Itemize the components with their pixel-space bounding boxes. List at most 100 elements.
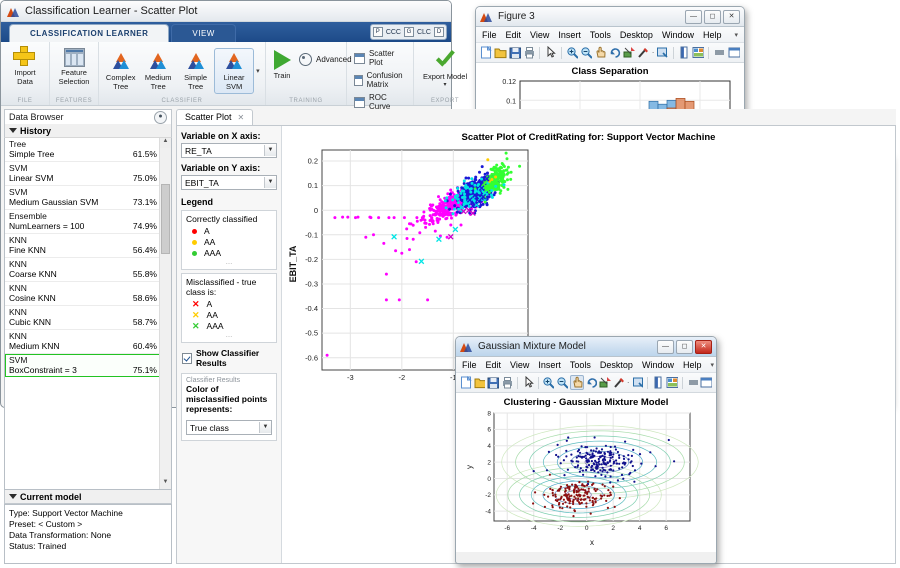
data-cursor-icon[interactable] xyxy=(599,376,612,389)
chevron-down-icon[interactable]: ▼ xyxy=(264,177,276,188)
qat-icon-1[interactable]: P xyxy=(372,27,383,37)
pan-icon[interactable] xyxy=(569,375,584,390)
classifier-medium-tree[interactable]: Medium Tree xyxy=(139,49,176,93)
gmm-menubar[interactable]: File Edit View Insert Tools Desktop Wind… xyxy=(456,357,716,373)
data-cursor-icon[interactable] xyxy=(623,46,635,59)
classifier-gallery-expand-icon[interactable]: ▾ xyxy=(256,68,260,75)
history-header[interactable]: History xyxy=(4,124,172,138)
import-data-button[interactable]: Import Data xyxy=(4,44,46,88)
classifier-linear-svm[interactable]: Linear SVM xyxy=(214,48,254,94)
menu-insert[interactable]: Insert xyxy=(558,29,581,40)
menu-overflow-icon[interactable]: ▾ xyxy=(734,31,738,39)
y-axis-select[interactable]: EBIT_TA ▼ xyxy=(181,175,277,190)
hide-plot-tools-icon[interactable] xyxy=(687,376,699,389)
edit-plot-icon[interactable] xyxy=(544,46,557,59)
legend-more-icon[interactable]: … xyxy=(225,332,233,339)
quick-access-toolbar[interactable]: P CCC G CLC D xyxy=(369,24,447,40)
menu-view[interactable]: View xyxy=(510,359,530,370)
ribbon-tabstrip[interactable]: CLASSIFICATION LEARNER VIEW P CCC G CLC D xyxy=(1,22,451,42)
qat-icon-3[interactable]: D xyxy=(434,27,444,37)
zoom-in-icon[interactable] xyxy=(542,376,555,389)
figure3-window-buttons[interactable]: — ◻ ✕ xyxy=(685,9,740,24)
print-icon[interactable] xyxy=(523,46,535,59)
menu-edit[interactable]: Edit xyxy=(505,29,522,40)
pan-icon[interactable] xyxy=(594,46,606,59)
collapse-circle-icon[interactable]: ● xyxy=(154,110,167,124)
maximize-button[interactable]: ◻ xyxy=(676,339,693,354)
show-plot-tools-icon[interactable] xyxy=(700,376,713,389)
new-figure-icon[interactable] xyxy=(460,376,472,389)
rotate-3d-icon[interactable] xyxy=(586,376,598,389)
show-classifier-results-row[interactable]: Show Classifier Results xyxy=(182,348,281,368)
close-button[interactable]: ✕ xyxy=(695,339,712,354)
color-represents-select[interactable]: True class ▼ xyxy=(186,420,272,435)
menu-help[interactable]: Help xyxy=(702,29,722,40)
close-button[interactable]: ✕ xyxy=(723,9,740,24)
feature-selection-button[interactable]: Feature Selection xyxy=(53,44,95,88)
brush-icon[interactable] xyxy=(613,376,625,389)
gmm-window[interactable]: Gaussian Mixture Model — ◻ ✕ File Edit V… xyxy=(455,336,717,564)
x-axis-select[interactable]: RE_TA ▼ xyxy=(181,143,277,158)
plot-tabbar[interactable]: Scatter Plot ✕ xyxy=(176,109,896,125)
menu-overflow-icon[interactable]: ▾ xyxy=(710,361,714,369)
hide-plot-tools-icon[interactable] xyxy=(713,46,725,59)
open-file-icon[interactable] xyxy=(474,376,486,389)
zoom-out-icon[interactable] xyxy=(580,46,593,59)
export-model-button[interactable]: Export Model ▾ xyxy=(417,48,473,90)
qat-label-2[interactable]: CLC xyxy=(416,28,431,36)
legend-icon[interactable] xyxy=(666,376,678,389)
close-icon[interactable]: ✕ xyxy=(237,113,245,122)
minimize-button[interactable]: — xyxy=(657,339,674,354)
gmm-titlebar[interactable]: Gaussian Mixture Model — ◻ ✕ xyxy=(456,337,716,357)
edit-plot-icon[interactable] xyxy=(522,376,534,389)
current-model-header[interactable]: Current model xyxy=(4,490,172,504)
save-icon[interactable] xyxy=(509,46,522,59)
history-item[interactable]: KNN Cosine KNN 58.6% xyxy=(5,282,171,306)
gmm-toolbar[interactable]: · xyxy=(456,373,716,393)
history-item[interactable]: KNN Medium KNN 60.4% xyxy=(5,330,171,354)
scroll-down-icon[interactable]: ▼ xyxy=(160,479,171,489)
legend-more-icon[interactable]: … xyxy=(225,259,233,266)
train-button[interactable]: Train xyxy=(269,47,295,83)
link-plot-icon[interactable] xyxy=(656,46,668,59)
history-item[interactable]: Tree Simple Tree 61.5% xyxy=(5,138,171,162)
history-item[interactable]: Ensemble NumLearners = 100 74.9% xyxy=(5,210,171,234)
menu-view[interactable]: View xyxy=(530,29,550,40)
zoom-in-icon[interactable] xyxy=(566,46,578,59)
figure3-menubar[interactable]: File Edit View Insert Tools Desktop Wind… xyxy=(476,27,744,43)
tab-classification-learner[interactable]: CLASSIFICATION LEARNER xyxy=(9,24,170,42)
history-item[interactable]: KNN Fine KNN 56.4% xyxy=(5,234,171,258)
history-item[interactable]: KNN Coarse KNN 55.8% xyxy=(5,258,171,282)
tab-scatter-plot[interactable]: Scatter Plot ✕ xyxy=(176,109,254,125)
gmm-window-buttons[interactable]: — ◻ ✕ xyxy=(657,339,712,354)
menu-file[interactable]: File xyxy=(462,359,477,370)
roc-curve-button[interactable]: ROC Curve xyxy=(350,91,410,113)
menu-help[interactable]: Help xyxy=(682,359,702,370)
history-item[interactable]: SVM Linear SVM 75.0% xyxy=(5,162,171,186)
ribbon[interactable]: Import Data FILE Feature Selection FEATU… xyxy=(1,42,467,119)
history-item[interactable]: SVM Medium Gaussian SVM 73.1% xyxy=(5,186,171,210)
show-plot-tools-icon[interactable] xyxy=(728,46,740,59)
show-classifier-results-checkbox[interactable] xyxy=(182,352,192,364)
scrollbar-thumb[interactable] xyxy=(161,184,170,254)
link-plot-icon[interactable] xyxy=(632,376,644,389)
save-icon[interactable] xyxy=(487,376,500,389)
classifier-complex-tree[interactable]: Complex Tree xyxy=(102,49,139,93)
figure3-titlebar[interactable]: Figure 3 — ◻ ✕ xyxy=(476,7,744,27)
chevron-down-icon[interactable]: ▼ xyxy=(264,145,276,156)
brush-icon[interactable] xyxy=(637,46,649,59)
history-scrollbar[interactable]: ▲ ▼ xyxy=(159,138,171,489)
export-model-caret-icon[interactable]: ▾ xyxy=(443,81,447,88)
history-item[interactable]: KNN Cubic KNN 58.7% xyxy=(5,306,171,330)
menu-desktop[interactable]: Desktop xyxy=(619,29,653,40)
minimize-button[interactable]: — xyxy=(685,9,702,24)
classifier-simple-tree[interactable]: Simple Tree xyxy=(177,49,214,93)
tab-view[interactable]: VIEW xyxy=(171,24,236,42)
scatter-plot-button[interactable]: Scatter Plot xyxy=(350,47,410,69)
scroll-up-icon[interactable]: ▲ xyxy=(160,138,171,148)
menu-insert[interactable]: Insert xyxy=(538,359,561,370)
legend-icon[interactable] xyxy=(692,46,705,59)
history-list[interactable]: ▲ ▼ Tree Simple Tree 61.5% SVM Linear SVM 75.… xyxy=(4,138,172,490)
rotate-3d-icon[interactable] xyxy=(609,46,621,59)
